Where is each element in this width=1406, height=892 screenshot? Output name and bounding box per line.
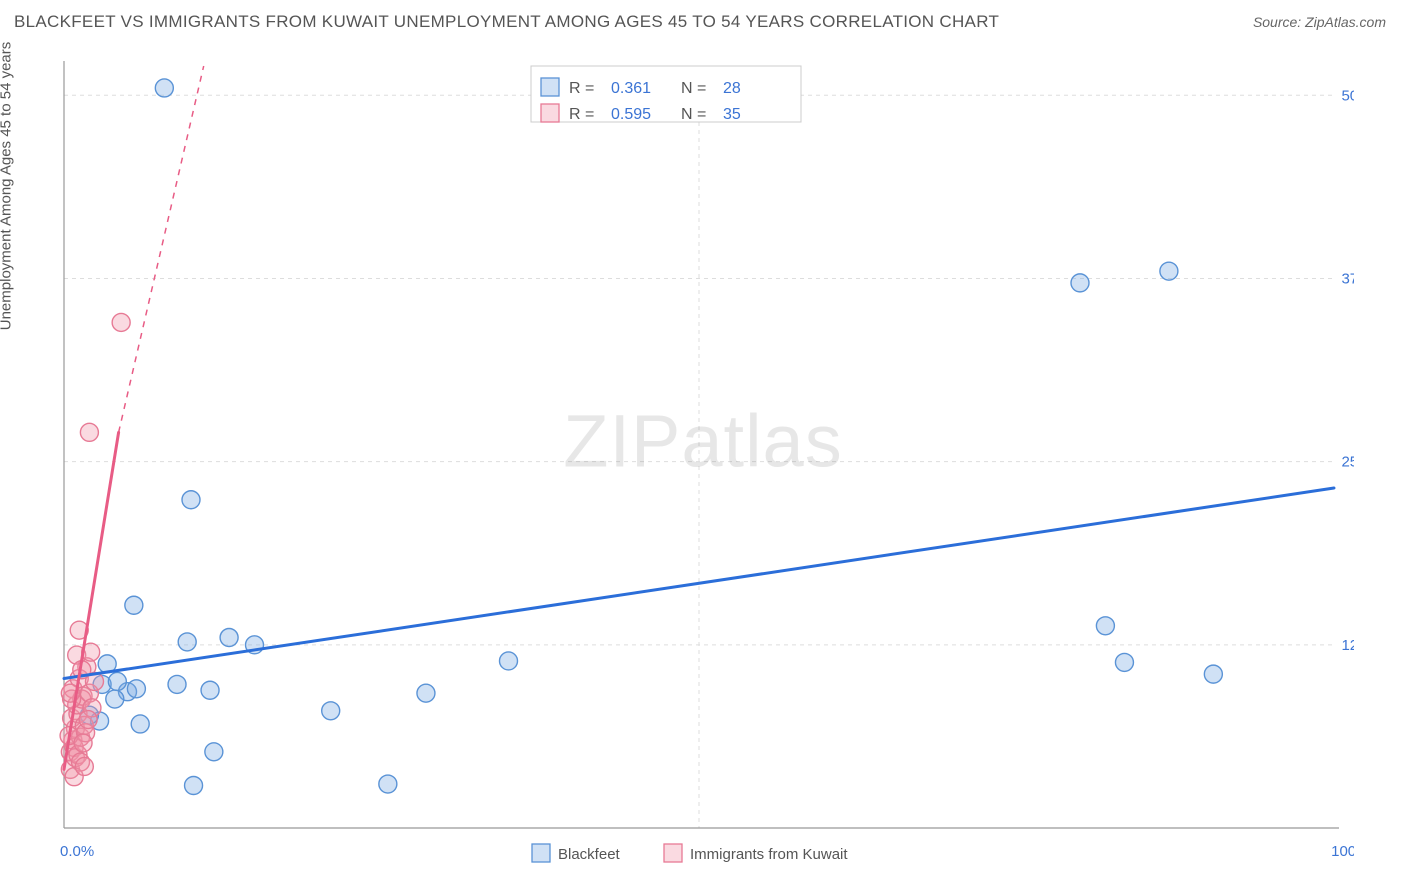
svg-text:0.595: 0.595 [611,106,651,123]
chart-container: Unemployment Among Ages 45 to 54 years 1… [14,48,1392,884]
svg-text:N =: N = [681,106,706,123]
svg-text:100.0%: 100.0% [1331,843,1354,860]
chart-source: Source: ZipAtlas.com [1253,14,1386,30]
y-axis-label: Unemployment Among Ages 45 to 54 years [0,42,15,331]
svg-text:N =: N = [681,80,706,97]
svg-text:37.5%: 37.5% [1341,270,1354,287]
chart-title: BLACKFEET VS IMMIGRANTS FROM KUWAIT UNEM… [14,12,999,32]
svg-text:Blackfeet: Blackfeet [558,846,621,863]
svg-text:0.0%: 0.0% [60,843,94,860]
chart-header: BLACKFEET VS IMMIGRANTS FROM KUWAIT UNEM… [0,0,1406,40]
svg-text:50.0%: 50.0% [1341,87,1354,104]
svg-text:0.361: 0.361 [611,80,651,97]
svg-text:28: 28 [723,80,741,97]
svg-text:25.0%: 25.0% [1341,454,1354,471]
svg-text:Immigrants from Kuwait: Immigrants from Kuwait [690,846,848,863]
svg-text:R =: R = [569,106,594,123]
svg-text:35: 35 [723,106,741,123]
svg-text:12.5%: 12.5% [1341,637,1354,654]
correlation-scatter-chart: 12.5% 25.0% 37.5% 50.0% 0.0% 100.0% R = 0.361 N … [14,48,1354,868]
svg-text:R =: R = [569,80,594,97]
